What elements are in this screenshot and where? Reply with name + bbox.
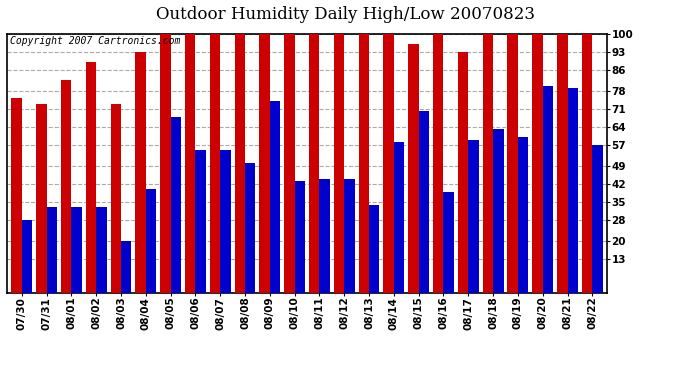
Bar [71,207,82,292]
Bar [334,34,344,292]
Bar [518,137,529,292]
Bar [567,88,578,292]
Bar [245,163,255,292]
Bar [419,111,429,292]
Bar [22,220,32,292]
Bar [369,204,380,292]
Bar [195,150,206,292]
Bar [532,34,543,292]
Bar [319,178,330,292]
Bar [469,140,479,292]
Bar [543,86,553,292]
Bar [408,44,419,292]
Bar [146,189,156,292]
Bar [483,34,493,292]
Bar [493,129,504,292]
Bar [458,52,469,292]
Bar [557,34,567,292]
Bar [270,101,280,292]
Bar [344,178,355,292]
Bar [235,34,245,292]
Text: Outdoor Humidity Daily High/Low 20070823: Outdoor Humidity Daily High/Low 20070823 [155,6,535,22]
Bar [433,34,444,292]
Bar [96,207,107,292]
Bar [394,142,404,292]
Bar [592,145,603,292]
Bar [210,34,220,292]
Bar [444,192,454,292]
Bar [309,34,319,292]
Bar [11,99,22,292]
Bar [86,62,96,292]
Bar [185,34,195,292]
Bar [284,34,295,292]
Text: Copyright 2007 Cartronics.com: Copyright 2007 Cartronics.com [10,36,180,46]
Bar [36,104,47,292]
Bar [47,207,57,292]
Bar [259,34,270,292]
Bar [61,80,71,292]
Bar [121,241,131,292]
Bar [359,34,369,292]
Bar [582,34,592,292]
Bar [507,34,518,292]
Bar [295,181,305,292]
Bar [135,52,146,292]
Bar [170,117,181,292]
Bar [220,150,230,292]
Bar [384,34,394,292]
Bar [110,104,121,292]
Bar [160,34,170,292]
